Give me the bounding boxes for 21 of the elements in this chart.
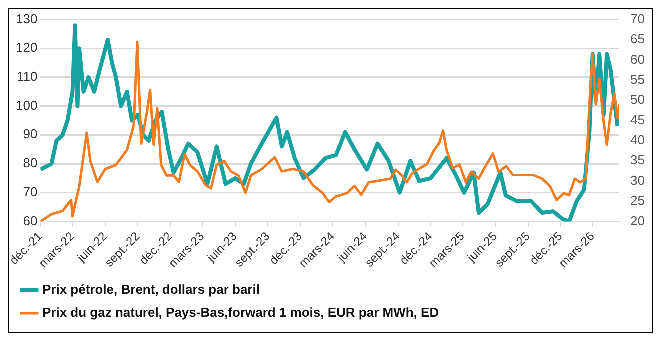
- y2-tick-label: 65: [630, 32, 646, 47]
- legend-label: Prix pétrole, Brent, dollars par baril: [42, 282, 260, 298]
- y-tick-label: 110: [16, 69, 38, 84]
- y-tick-label: 80: [23, 156, 38, 171]
- y2-tick-label: 45: [630, 112, 646, 128]
- y-tick-label: 100: [16, 98, 38, 113]
- y-tick-label: 60: [23, 213, 38, 228]
- legend-label: Prix du gaz naturel, Pays-Bas,forward 1 mois, EUR par MWh, ED: [42, 305, 440, 320]
- y2-tick-label: 20: [630, 213, 646, 228]
- y2-tick-label: 30: [630, 172, 646, 188]
- y2-tick-label: 55: [630, 72, 646, 87]
- y-tick-label: 90: [23, 126, 38, 142]
- y-tick-label: 130: [16, 11, 38, 26]
- y2-tick-label: 60: [630, 52, 646, 67]
- y2-tick-label: 50: [630, 92, 646, 108]
- y2-tick-label: 25: [630, 193, 646, 208]
- y2-tick-label: 35: [630, 152, 646, 168]
- y2-tick-label: 70: [630, 11, 646, 26]
- y-tick-label: 120: [16, 40, 38, 56]
- y-tick-label: 70: [23, 184, 38, 200]
- y2-tick-label: 40: [630, 132, 646, 148]
